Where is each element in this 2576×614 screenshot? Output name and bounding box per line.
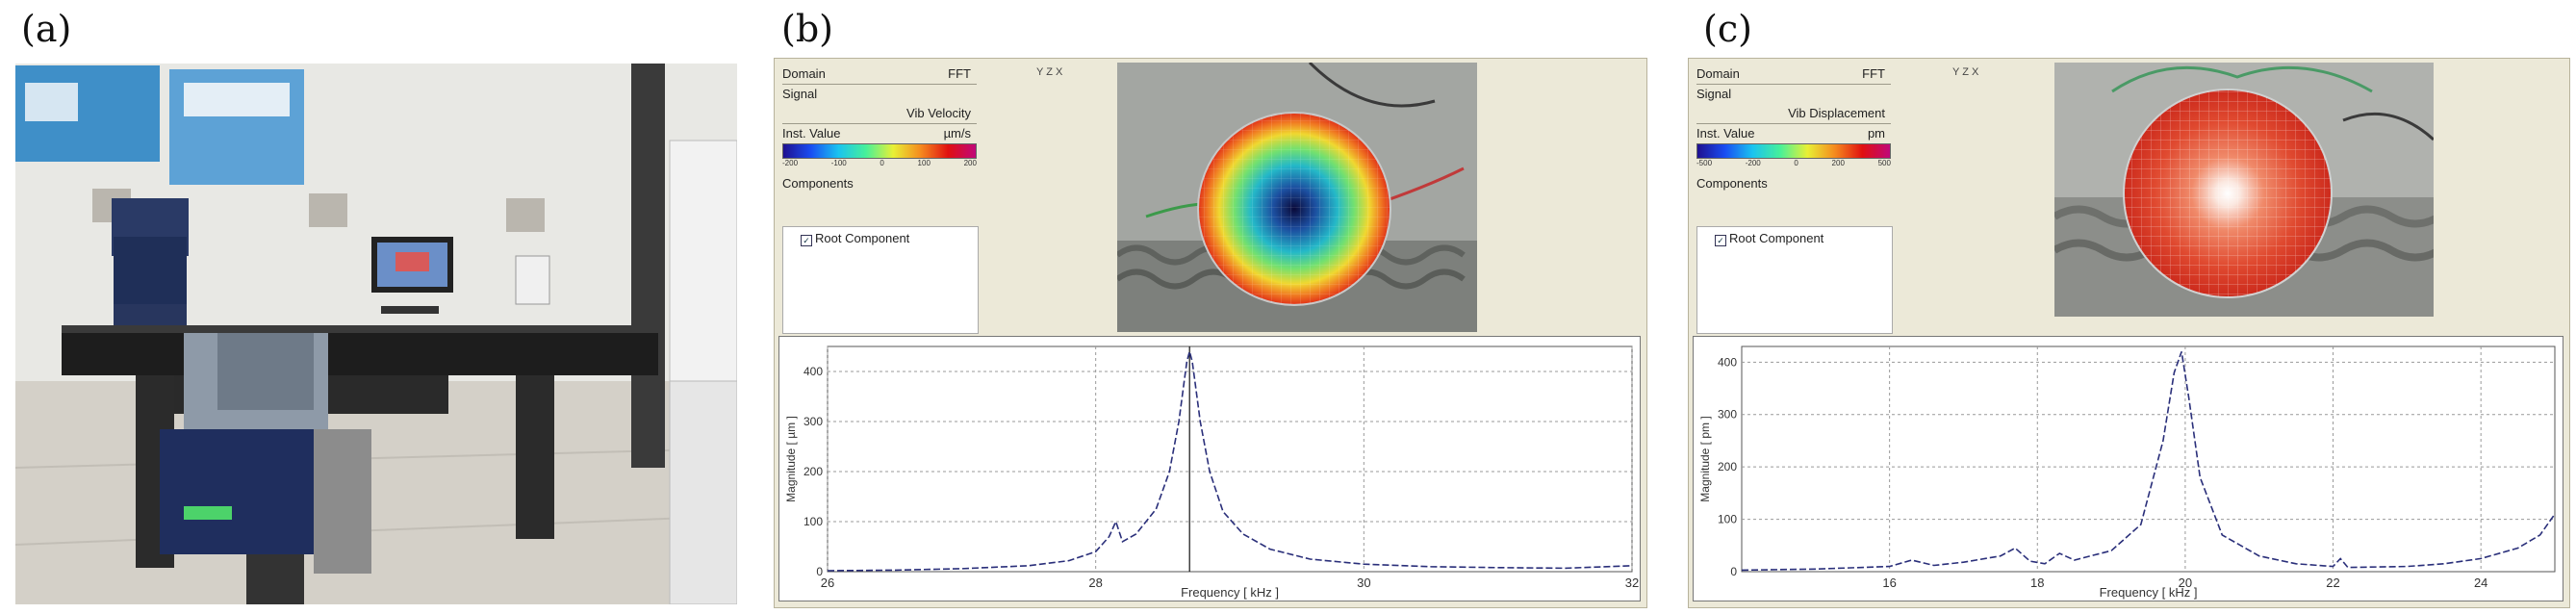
colorbar [782, 143, 977, 159]
colorbar-tick: -200 [782, 159, 799, 167]
colorbar-tick: -100 [830, 159, 847, 167]
inst-value-label: Inst. Value [782, 126, 841, 141]
inst-value-label: Inst. Value [1696, 126, 1755, 141]
colorbar-ticks: -500 -200 0 200 500 [1696, 159, 1891, 170]
y-tick-label: 0 [1730, 565, 1737, 578]
vibration-image [2054, 63, 2434, 317]
components-label: Components [1696, 176, 1768, 191]
domain-value[interactable]: FFT [1862, 66, 1885, 81]
x-axis-label: Frequency [ kHz ] [1181, 585, 1279, 600]
x-tick-label: 30 [1357, 576, 1370, 590]
list-item[interactable]: ✓ Root Component [801, 231, 978, 246]
signal-label: Signal [1696, 87, 1732, 101]
y-tick-label: 200 [803, 465, 823, 478]
y-tick-label: 100 [803, 515, 823, 528]
x-tick-label: 28 [1088, 576, 1102, 590]
panel-label-c: (c) [1703, 8, 1752, 50]
colorbar-tick: 100 [917, 159, 931, 167]
spectrum-plot-c: 16 18 20 22 24 0 100 200 300 400 Frequency [ kHz ]… [1693, 336, 2563, 601]
axes-orientation-icon: Y Z X [1036, 66, 1063, 78]
signal-value[interactable]: Vib Velocity [906, 106, 971, 120]
signal-label: Signal [782, 87, 818, 101]
x-tick-label: 16 [1882, 576, 1896, 590]
control-panel: Domain FFT Signal Vib Displacement Inst. … [1696, 64, 1891, 193]
domain-label: Domain [782, 66, 826, 81]
x-tick-label: 24 [2474, 576, 2487, 590]
y-tick-label: 0 [816, 565, 823, 578]
y-tick-label: 400 [1718, 355, 1737, 369]
colorbar-tick: 500 [1877, 159, 1891, 167]
plot-area [827, 345, 1633, 573]
x-tick-label: 32 [1625, 576, 1639, 590]
x-axis-label: Frequency [ kHz ] [2100, 585, 2198, 600]
x-tick-label: 26 [821, 576, 834, 590]
vibrometer-ui-b: Domain FFT Signal Vib Velocity Inst. Valu… [774, 58, 1647, 608]
colorbar-tick: 0 [880, 159, 884, 167]
components-list: ✓ Root Component [782, 226, 979, 334]
y-axis-label: Magnitude [ pm ] [1698, 416, 1712, 501]
colorbar-tick: 200 [1831, 159, 1845, 167]
y-axis-label: Magnitude [ µm ] [784, 416, 798, 502]
y-tick-label: 300 [803, 415, 823, 428]
components-list: ✓ Root Component [1696, 226, 1893, 334]
colorbar-tick: -200 [1745, 159, 1761, 167]
spectrum-plot-b: 26 28 30 32 0 100 200 300 400 Frequency [ kHz ] Ma… [778, 336, 1641, 601]
control-panel: Domain FFT Signal Vib Velocity Inst. Valu… [782, 64, 977, 193]
spectrum-series-line [1741, 351, 2556, 572]
spectrum-series-line [827, 348, 1633, 572]
checkbox-checked-icon[interactable]: ✓ [801, 235, 812, 246]
panel-label-a: (a) [21, 8, 72, 50]
y-tick-label: 100 [1718, 513, 1737, 526]
unit-label: pm [1867, 126, 1885, 141]
panel-label-b: (b) [781, 8, 833, 50]
plot-area [1741, 345, 2556, 573]
y-tick-label: 200 [1718, 460, 1737, 473]
vibrometer-ui-c: Domain FFT Signal Vib Displacement Inst. … [1688, 58, 2570, 608]
vibration-image [1117, 63, 1477, 332]
signal-value[interactable]: Vib Displacement [1788, 106, 1885, 120]
y-tick-label: 400 [803, 365, 823, 378]
domain-value[interactable]: FFT [948, 66, 971, 81]
unit-label: µm/s [943, 126, 971, 141]
colorbar-tick: 200 [963, 159, 977, 167]
list-item[interactable]: ✓ Root Component [1715, 231, 1892, 246]
axes-orientation-icon: Y Z X [1952, 66, 1979, 78]
component-label: Root Component [815, 231, 910, 245]
x-tick-label: 18 [2030, 576, 2044, 590]
component-label: Root Component [1729, 231, 1824, 245]
components-label: Components [782, 176, 854, 191]
colorbar-ticks: -200 -100 0 100 200 [782, 159, 977, 170]
x-tick-label: 20 [2179, 576, 2192, 590]
domain-label: Domain [1696, 66, 1740, 81]
colorbar-tick: 0 [1794, 159, 1798, 167]
y-tick-label: 300 [1718, 408, 1737, 422]
lab-photo [15, 64, 737, 604]
x-tick-label: 22 [2326, 576, 2339, 590]
colorbar [1696, 143, 1891, 159]
colorbar-tick: -500 [1696, 159, 1713, 167]
checkbox-checked-icon[interactable]: ✓ [1715, 235, 1726, 246]
